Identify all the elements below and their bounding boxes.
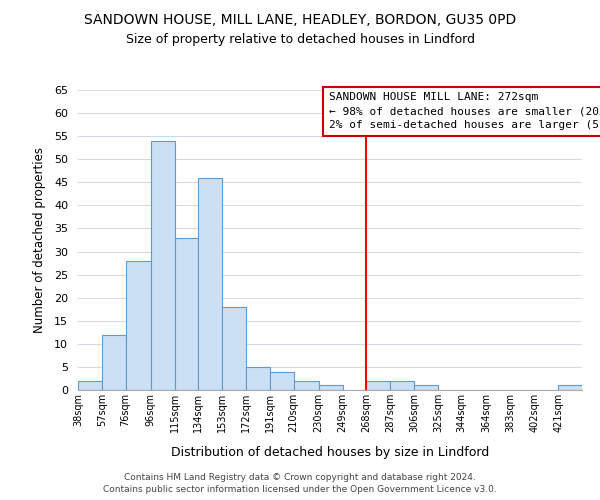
Text: Size of property relative to detached houses in Lindford: Size of property relative to detached ho…	[125, 32, 475, 46]
Bar	[246, 367, 270, 390]
Bar	[270, 372, 293, 390]
Bar	[319, 386, 343, 390]
Bar	[151, 141, 175, 390]
Bar	[102, 334, 125, 390]
Bar	[175, 238, 199, 390]
Bar	[199, 178, 222, 390]
Bar	[558, 386, 582, 390]
Text: Contains public sector information licensed under the Open Government Licence v3: Contains public sector information licen…	[103, 485, 497, 494]
Text: Contains HM Land Registry data © Crown copyright and database right 2024.: Contains HM Land Registry data © Crown c…	[124, 472, 476, 482]
Bar	[390, 381, 414, 390]
Bar	[367, 381, 390, 390]
Y-axis label: Number of detached properties: Number of detached properties	[33, 147, 46, 333]
Bar	[414, 386, 438, 390]
Text: SANDOWN HOUSE MILL LANE: 272sqm
← 98% of detached houses are smaller (205)
2% of: SANDOWN HOUSE MILL LANE: 272sqm ← 98% of…	[329, 92, 600, 130]
Bar	[125, 261, 151, 390]
Bar	[222, 307, 246, 390]
X-axis label: Distribution of detached houses by size in Lindford: Distribution of detached houses by size …	[171, 446, 489, 459]
Bar	[293, 381, 319, 390]
Bar	[78, 381, 102, 390]
Text: SANDOWN HOUSE, MILL LANE, HEADLEY, BORDON, GU35 0PD: SANDOWN HOUSE, MILL LANE, HEADLEY, BORDO…	[84, 12, 516, 26]
